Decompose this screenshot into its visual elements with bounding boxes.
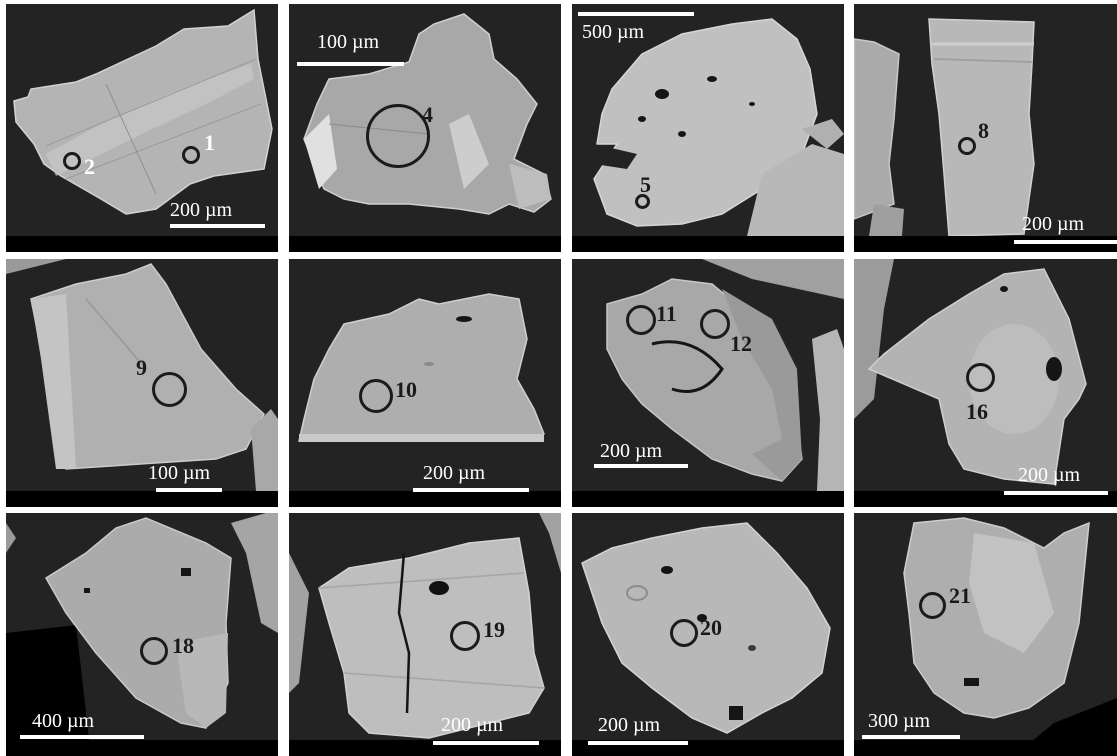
analysis-spot-marker [140, 637, 168, 665]
analysis-spot-marker [670, 619, 698, 647]
spot-label: 2 [84, 154, 95, 179]
spot-label: 18 [172, 633, 194, 658]
analysis-spot-marker [450, 621, 480, 651]
scale-bar-label: 200 µm [441, 714, 504, 736]
scale-bar-line [170, 224, 265, 228]
scale-bar-label: 200 µm [598, 714, 661, 736]
scale-bar-label: 300 µm [868, 710, 931, 732]
panel-12: 21 300 µm [854, 513, 1117, 756]
scale-bar: 500 µm [572, 4, 844, 252]
panel-6: 10 200 µm [289, 259, 561, 507]
scale-bar-label: 200 µm [170, 199, 233, 221]
crystal-image [854, 18, 1117, 252]
panel-8: 16 200 µm [854, 259, 1117, 507]
spot-label: 21 [949, 583, 971, 608]
scale-bar: 100 µm [289, 4, 561, 252]
scale-bar-line [1014, 240, 1117, 244]
panel-1: 1 2 200 µm [6, 4, 278, 252]
spot-label: 5 [640, 172, 651, 197]
panel-11: 20 200 µm [572, 513, 844, 756]
crystal-image [572, 259, 844, 507]
panel-9: 18 400 µm [6, 513, 278, 756]
scale-bar-label: 400 µm [32, 710, 95, 732]
spot-label: 8 [978, 118, 989, 143]
scale-bar: 200 µm [572, 513, 844, 756]
panel-4: 8 200 µm [854, 4, 1117, 252]
spot-label: 1 [204, 130, 215, 155]
analysis-spot-marker [919, 592, 946, 619]
spot-label: 4 [422, 102, 433, 127]
scale-bar: 100 µm [6, 259, 278, 507]
scale-bar-label: 200 µm [1018, 464, 1081, 486]
scale-bar: 200 µm [854, 4, 1117, 252]
scale-bar: 400 µm [6, 513, 278, 756]
spot-label: 12 [730, 331, 752, 356]
spot-label: 20 [700, 615, 722, 640]
spot-label: 10 [395, 377, 417, 402]
scale-bar: 200 µm [289, 259, 561, 507]
crystal-image [854, 517, 1117, 756]
scale-bar: 200 µm [854, 259, 1117, 507]
crystal-image [289, 513, 561, 756]
panel-2: 4 100 µm [289, 4, 561, 252]
analysis-spot-marker [626, 305, 656, 335]
scale-bar-line [1004, 491, 1108, 495]
scale-bar-label: 200 µm [1022, 213, 1085, 235]
scale-bar-label: 500 µm [582, 21, 645, 43]
analysis-spot-marker [366, 104, 430, 168]
scale-bar-line [413, 488, 529, 492]
scale-bar: 200 µm [6, 4, 278, 252]
scale-bar-label: 200 µm [423, 462, 486, 484]
panel-7: 11 12 200 µm [572, 259, 844, 507]
scale-bar-line [578, 12, 694, 16]
scale-bar-line [588, 741, 688, 745]
crystal-image [6, 259, 278, 507]
spot-label: 16 [966, 399, 988, 424]
spot-label: 9 [136, 355, 147, 380]
scale-bar-line [156, 488, 222, 492]
scale-bar: 300 µm [854, 513, 1117, 756]
spot-label: 19 [483, 617, 505, 642]
analysis-spot-marker [635, 194, 650, 209]
analysis-spot-marker [700, 309, 730, 339]
spot-label: 11 [656, 301, 677, 326]
scale-bar-label: 100 µm [317, 31, 380, 53]
scale-bar-label: 200 µm [600, 440, 663, 462]
analysis-spot-marker [359, 379, 393, 413]
panel-10: 19 200 µm [289, 513, 561, 756]
scale-bar-line [20, 735, 144, 739]
scale-bar-line [297, 62, 404, 66]
analysis-spot-marker [152, 372, 187, 407]
scale-bar: 200 µm [572, 259, 844, 507]
crystal-image [572, 18, 844, 252]
scale-bar-line [862, 735, 960, 739]
crystal-image [289, 13, 561, 252]
scale-bar: 200 µm [289, 513, 561, 756]
analysis-spot-marker [958, 137, 976, 155]
analysis-spot-marker [182, 146, 200, 164]
scale-bar-line [594, 464, 688, 468]
analysis-spot-marker [63, 152, 81, 170]
analysis-spot-marker [966, 363, 995, 392]
panel-5: 9 100 µm [6, 259, 278, 507]
scale-bar-label: 100 µm [148, 462, 211, 484]
crystal-image [6, 513, 278, 756]
panel-3: 5 500 µm [572, 4, 844, 252]
scale-bar-line [433, 741, 539, 745]
